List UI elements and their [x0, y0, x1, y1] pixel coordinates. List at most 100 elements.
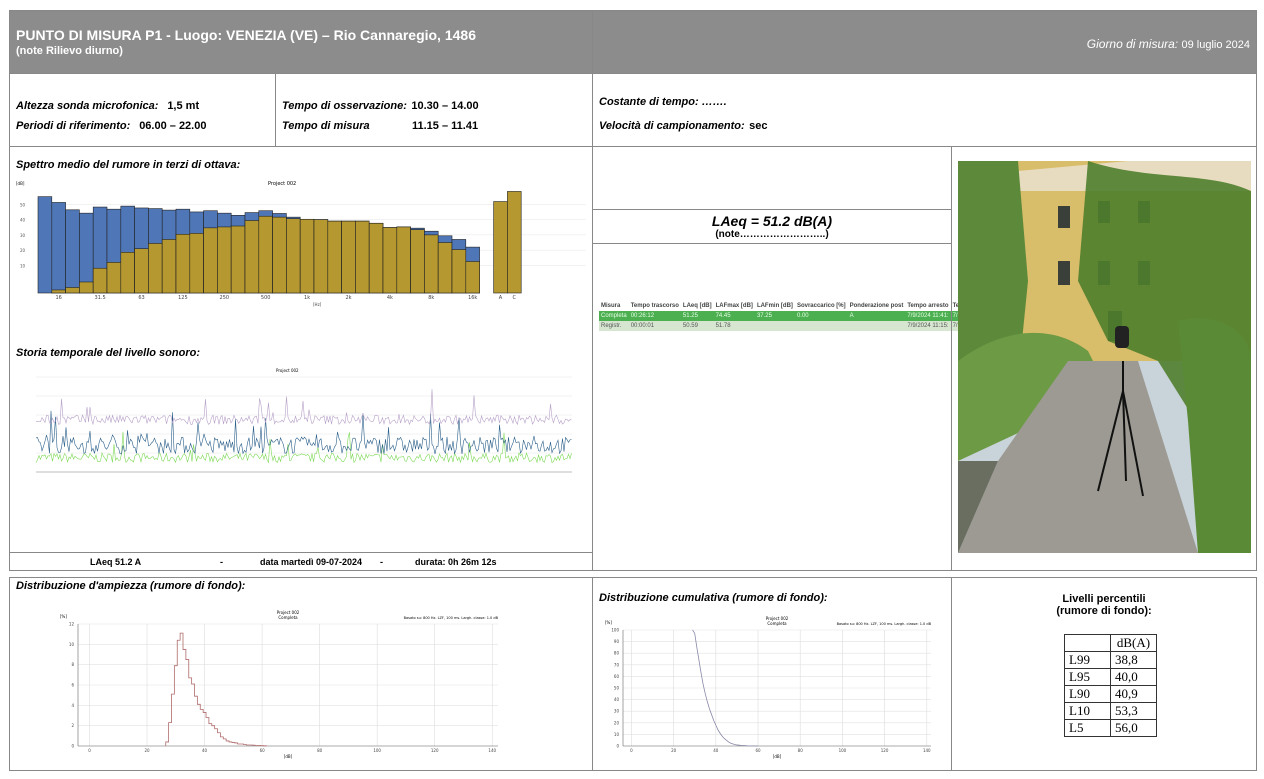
x-tick-label: 20 — [671, 748, 677, 753]
spectrum-bar-leq — [79, 281, 94, 294]
column-header[interactable]: LAFmin [dB] — [756, 303, 793, 309]
x-axis-label: [Hz] — [313, 302, 322, 307]
y-tick-label: 4 — [71, 703, 74, 708]
chart-title: Project 002 — [276, 368, 299, 373]
spectrum-bar-leq — [217, 226, 232, 294]
spectrum-bar-leq — [327, 220, 342, 294]
y-tick-label: 8 — [71, 662, 74, 667]
column-header[interactable]: LAeq [dB] — [682, 303, 712, 309]
x-tick-label: 40 — [202, 748, 208, 753]
spectrum-bar-leq — [437, 242, 453, 294]
column-header[interactable]: Ponderazione post — [849, 303, 904, 309]
percentile-label: L95 — [1064, 668, 1111, 686]
chart-subtitle: Completa — [767, 621, 787, 626]
x-tick-label: C — [513, 295, 517, 301]
summary-separator: - — [220, 557, 223, 567]
percentile-row: L10 53,3 — [1064, 702, 1157, 720]
costante-label: Costante di tempo: ……. — [599, 96, 727, 108]
x-tick-label: 4k — [387, 295, 393, 301]
y-tick-label: 20 — [614, 720, 620, 725]
y-tick-label: 90 — [614, 639, 620, 644]
percentile-row: L90 40,9 — [1064, 685, 1157, 703]
day-value: 09 luglio 2024 — [1181, 39, 1250, 51]
empty-cell — [592, 146, 952, 210]
table-row[interactable]: Registr. 00:00:01 50.59 51.78 7/9/2024 11:15… — [599, 321, 991, 331]
column-header[interactable]: LAFmax [dB] — [715, 303, 753, 309]
y-tick-label: 30 — [20, 233, 26, 238]
laeq-note: (note……………………..) — [715, 229, 829, 240]
spectrum-bar-leq — [507, 191, 522, 294]
summary-separator: - — [380, 557, 383, 567]
x-tick-label: 250 — [220, 295, 230, 301]
column-header[interactable]: Misura — [601, 303, 621, 309]
table-cell: 37.25 — [754, 311, 795, 321]
y-tick-label: 6 — [71, 683, 74, 688]
spectrum-bar-leq — [92, 267, 108, 294]
altezza-label: Altezza sonda microfonica: — [16, 100, 159, 112]
osservazione-value: 10.30 – 14.00 — [411, 100, 479, 112]
misura-label: Tempo di misura — [282, 120, 370, 132]
series-lafmax — [35, 389, 572, 426]
spectrum-bar-leq — [299, 218, 315, 294]
percentili-subtitle: (rumore di fondo): — [1056, 605, 1152, 617]
page-subtitle: (note Rilievo diurno) — [16, 45, 123, 57]
y-tick-label: 10 — [69, 642, 75, 647]
y-tick-label: 20 — [20, 248, 26, 253]
chart-subtitle: Completa — [278, 615, 298, 620]
spectrum-bar-leq — [106, 262, 122, 294]
table-cell: 00:26:12 — [628, 311, 681, 321]
table-cell: 74.45 — [713, 311, 755, 321]
spectrum-bar-leq — [382, 227, 398, 294]
column-header[interactable]: Tempo arresto — [907, 303, 949, 309]
percentile-row: L5 56,0 — [1064, 719, 1157, 737]
measure-table: Misura Tempo trascorso LAeq [dB] LAFmax [dB… — [599, 301, 991, 331]
table-cell: 7/9/2024 11:41: — [905, 311, 951, 321]
spectrum-bar-leq — [230, 225, 246, 294]
percentili-table: dB(A) L99 38,8 L95 40,0 L90 40,9 L10 53,3 L5 56,0 — [1064, 634, 1157, 737]
x-tick-label: 100 — [839, 748, 847, 753]
osservazione-label: Tempo di osservazione: — [282, 100, 407, 112]
spectrum-bar-leq — [148, 243, 163, 294]
summary-bar: LAeq 51.2 A - data martedì 09-07-2024 - … — [10, 552, 592, 571]
y-tick-label: 40 — [614, 697, 620, 702]
x-tick-label: 140 — [923, 748, 931, 753]
table-cell — [794, 321, 848, 331]
spectrum-bar-leq — [368, 222, 384, 294]
table-cell — [754, 321, 795, 331]
spectrum-bar-leq — [465, 261, 480, 294]
percentile-value: 38,8 — [1110, 651, 1157, 669]
x-tick-label: 125 — [178, 295, 188, 301]
x-tick-label: 80 — [798, 748, 804, 753]
y-tick-label: 40 — [20, 218, 26, 223]
spectrum-bar-leq — [189, 233, 204, 294]
charts-panel: Spettro medio del rumore in terzi di ott… — [9, 146, 593, 571]
spectrum-chart: Project 002 [dB] 10 20 30 40 50 16 31.5 63 125 250 5… — [16, 181, 586, 307]
spectrum-title: Spettro medio del rumore in terzi di ott… — [16, 159, 241, 171]
spectrum-bar-leq — [396, 226, 411, 294]
x-tick-label: 16k — [468, 295, 477, 301]
distribution-series — [165, 632, 267, 747]
table-cell: 50.59 — [680, 321, 714, 331]
chart-note: Basato su: 800 Hz. LZF, 100 ms. Largh. c… — [404, 616, 499, 620]
table-cell: 51.25 — [680, 311, 714, 321]
spectrum-bar-leq — [65, 287, 80, 294]
percentile-label: L99 — [1064, 651, 1111, 669]
y-tick-label: 70 — [614, 662, 620, 667]
x-tick-label: 20 — [144, 748, 150, 753]
column-header[interactable]: Tempo trascorso — [630, 303, 679, 309]
unit-header: dB(A) — [1110, 634, 1157, 652]
spectrum-bar-max — [79, 212, 94, 294]
table-row[interactable]: Completa 00:26:12 51.25 74.45 37.25 0.00 A 7/9/… — [599, 311, 991, 321]
y-tick-label: 80 — [614, 651, 620, 656]
column-header[interactable]: Sovraccarico [%] — [796, 303, 846, 309]
photo-cell — [951, 146, 1257, 571]
percentile-label: L10 — [1064, 702, 1111, 720]
y-axis-label: [dB] — [16, 181, 25, 186]
spectrum-bar-leq — [244, 220, 260, 294]
x-tick-label: 0 — [88, 748, 91, 753]
header-left: PUNTO DI MISURA P1 - Luogo: VENEZIA (VE)… — [9, 10, 593, 74]
x-axis-label: [dB] — [773, 754, 782, 759]
cum-dist-title: Distribuzione cumulativa (rumore di fond… — [599, 592, 828, 604]
spectrum-bar-leq — [341, 220, 356, 294]
percentili-cell: Livelli percentili (rumore di fondo): dB… — [951, 577, 1257, 771]
